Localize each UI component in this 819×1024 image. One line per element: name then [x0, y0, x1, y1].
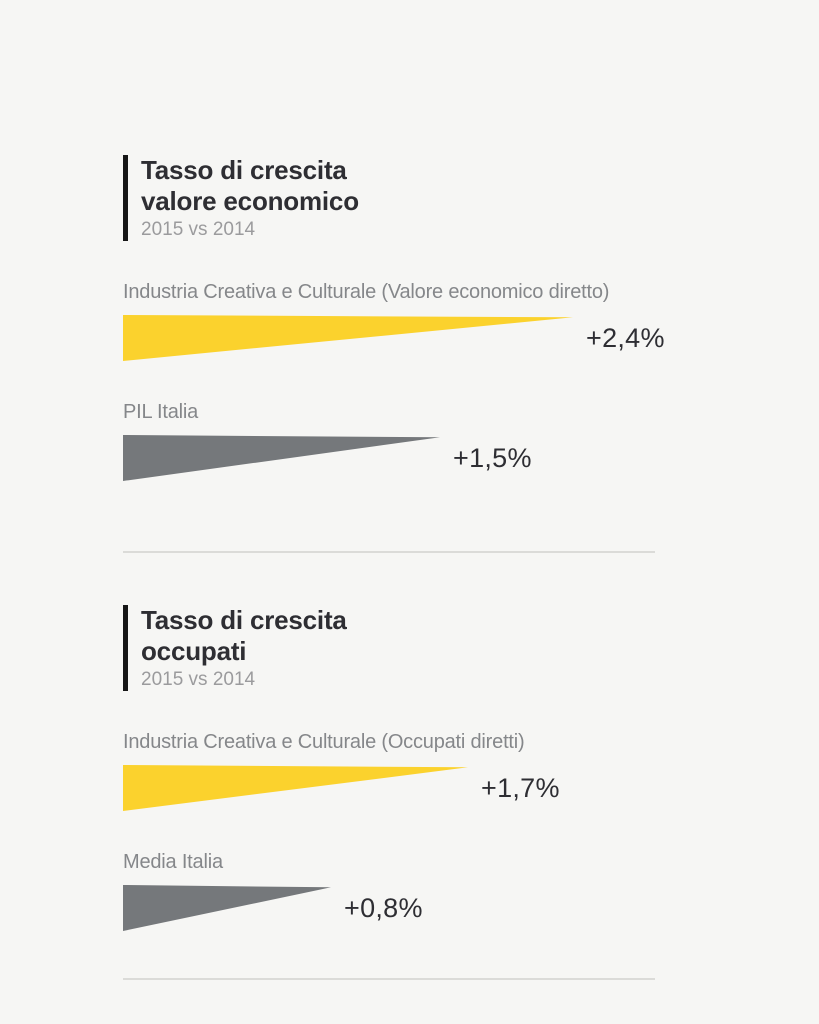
section-title-line1: Tasso di crescita [141, 155, 347, 185]
section-divider [123, 551, 655, 553]
bar-row-pil-italia: +1,5% [123, 435, 683, 481]
growth-wedge-pil-italia [123, 435, 440, 481]
section-divider [123, 978, 655, 980]
bar-label-media-italia: Media Italia [123, 851, 223, 873]
bar-row-icc-valore: +2,4% [123, 315, 683, 361]
bar-row-icc-occupati: +1,7% [123, 765, 683, 811]
bar-row-media-italia: +0,8% [123, 885, 683, 931]
content-column: Tasso di crescita valore economico 2015 … [123, 155, 683, 980]
section-title-line1: Tasso di crescita [141, 605, 347, 635]
bar-value-icc-occupati: +1,7% [481, 772, 560, 803]
section-subtitle: 2015 vs 2014 [141, 669, 256, 690]
header-text: Tasso di crescita occupati 2015 vs 2014 [128, 605, 347, 691]
bar-label-pil-italia: PIL Italia [123, 401, 199, 423]
bar-value-pil-italia: +1,5% [453, 442, 532, 473]
section-header: Tasso di crescita valore economico 2015 … [123, 155, 683, 241]
title-accent-bar [123, 155, 128, 241]
bar-label-icc-valore: Industria Creativa e Culturale (Valore e… [123, 281, 610, 303]
section-valore-economico: Tasso di crescita valore economico 2015 … [123, 155, 683, 553]
bar-value-icc-valore: +2,4% [586, 322, 665, 353]
section-occupati: Tasso di crescita occupati 2015 vs 2014 … [123, 605, 683, 980]
growth-wedge-media-italia [123, 885, 331, 931]
section-subtitle: 2015 vs 2014 [141, 219, 256, 240]
section-title-line2: occupati [141, 636, 247, 666]
section-header: Tasso di crescita occupati 2015 vs 2014 [123, 605, 683, 691]
growth-wedge-icc-valore [123, 315, 573, 361]
growth-wedge-icc-occupati [123, 765, 468, 811]
bar-label-icc-occupati: Industria Creativa e Culturale (Occupati… [123, 731, 525, 753]
header-text: Tasso di crescita valore economico 2015 … [128, 155, 359, 241]
title-accent-bar [123, 605, 128, 691]
bar-value-media-italia: +0,8% [344, 892, 423, 923]
section-title-line2: valore economico [141, 186, 359, 216]
